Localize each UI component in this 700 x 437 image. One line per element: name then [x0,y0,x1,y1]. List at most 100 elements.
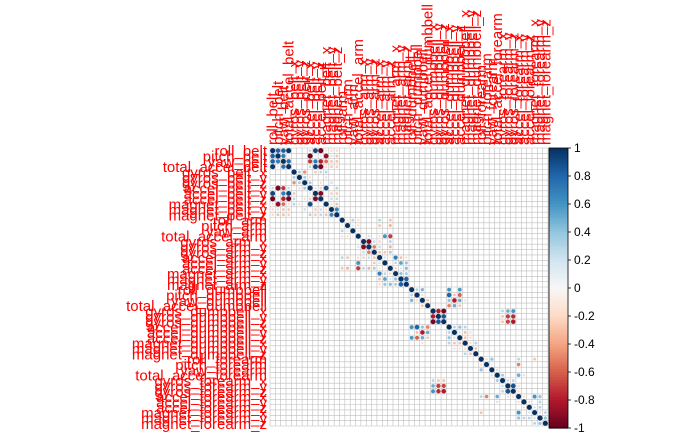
row-label: magnet_arm_y [167,271,268,288]
colorbar-segment [549,332,568,337]
correlation-circle [533,406,536,409]
colorbar-segment [549,178,568,183]
correlation-circle [491,363,493,366]
correlation-circle [314,186,317,190]
correlation-circle [378,218,381,222]
correlation-circle [501,315,504,318]
correlation-circle [382,234,387,239]
correlation-circle [281,208,285,211]
colorbar-segment [549,310,568,314]
correlation-circle [389,256,392,259]
correlation-circle [474,341,478,345]
colorbar-segment [549,302,568,306]
correlation-circle [287,208,291,211]
column-label: accel_forearm_z [521,34,538,145]
column-label: roll_forearm [473,65,490,145]
colorbar-segment [549,195,568,199]
colorbar-tick-label: 0.6 [574,197,591,211]
correlation-circle [367,235,371,238]
correlation-circle [324,159,329,164]
correlation-circle [527,416,531,420]
colorbar-segment [549,243,568,247]
correlation-circle [318,148,324,154]
correlation-circle [277,197,280,200]
column-label: magnet_arm_x [388,44,405,145]
correlation-circle [436,319,441,325]
correlation-circle [389,277,392,281]
correlation-circle [341,235,344,238]
column-label: gyros_belt_z [297,60,314,145]
correlation-circle [441,314,447,319]
row-label: total_accel_dumbbell [126,298,267,315]
correlation-circle [404,261,408,265]
colorbar-tick-label: 1 [574,141,581,155]
correlation-circle [292,197,296,201]
correlation-circle [275,148,281,153]
correlation-circle [501,373,505,377]
row-label: gyros_forearm_y [154,378,267,395]
correlation-circle [388,240,392,243]
colorbar-segment [549,346,568,351]
colorbar-segment [549,240,568,244]
column-label: accel_dumbbell_z [452,25,469,145]
row-label: roll_belt [214,143,267,160]
correlation-circle [431,389,436,394]
correlation-circle [480,363,483,366]
row-label: pitch_belt [203,149,268,166]
row-label: accel_forearm_y [156,394,267,411]
colorbar-segment [549,220,568,225]
correlation-circle [383,256,387,259]
correlation-circle [522,374,526,377]
colorbar-segment [549,150,568,155]
colorbar-segment [549,397,568,401]
row-label: magnet_dumbbell_y [132,341,268,358]
correlation-circle [415,299,419,302]
colorbar-segment [549,156,568,160]
correlation-circle [371,249,377,255]
correlation-circle [463,347,467,350]
correlation-circle [505,388,511,394]
correlation-circle [270,164,276,170]
colorbar-segment [549,394,568,398]
correlation-circle [330,197,333,201]
correlation-circle [308,149,312,152]
column-labels: roll_beltpitch_beltyaw_belttotal_accel_b… [265,4,555,145]
correlation-circle [297,170,301,174]
correlation-circle [362,266,365,270]
colorbar-segment [549,388,568,393]
correlation-circle [314,213,317,217]
colorbar-segment [549,330,568,334]
colorbar-segment [549,391,568,395]
colorbar-segment [549,324,568,328]
colorbar-segment [549,327,568,331]
correlation-circle [276,213,280,217]
correlation-circle [399,256,403,259]
correlation-circle [303,170,307,174]
correlation-circle [420,325,424,329]
correlation-circle [394,261,397,265]
correlation-circle [394,267,397,270]
correlation-circle [441,388,447,394]
correlation-circle [388,250,392,254]
colorbar-segment [549,262,568,267]
column-label: total_accel_dumbbell [420,4,437,145]
correlation-circle [394,277,398,281]
correlation-circle [506,309,510,313]
colorbar-segment [549,299,568,303]
correlation-circle [367,250,371,255]
row-label: gyros_arm_x [180,234,267,251]
correlation-circle [501,389,504,393]
colorbar-segment [549,209,568,213]
correlation-circle [420,330,425,335]
correlation-circle [463,336,467,340]
colorbar-segment [549,383,568,387]
colorbar-segment [549,234,568,239]
correlation-circle [308,181,312,185]
correlation-circle [516,373,521,378]
correlation-circle [366,244,372,250]
column-label: gyros_dumbbell_y [430,23,447,145]
correlation-circle [302,180,308,186]
correlation-circle [334,207,339,212]
correlation-circle [522,416,526,420]
colorbar-tick-label: 0.4 [574,225,591,239]
